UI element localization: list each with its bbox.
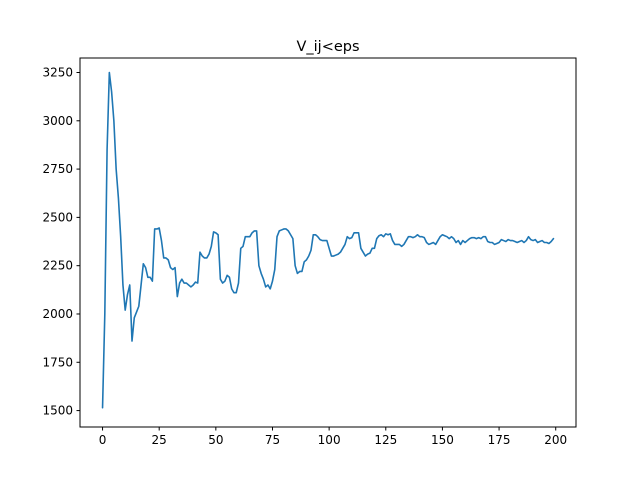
x-tick-label: 0 bbox=[99, 433, 107, 447]
x-tick-label: 75 bbox=[265, 433, 280, 447]
y-tick-label: 3250 bbox=[42, 65, 73, 79]
x-tick-label: 200 bbox=[544, 433, 567, 447]
x-tick-label: 150 bbox=[431, 433, 454, 447]
series-line-0 bbox=[101, 71, 555, 409]
x-tick-label: 175 bbox=[488, 433, 511, 447]
y-axis-ticks: 1500 1750 2000 2250 2500 2750 3000 3250 bbox=[42, 65, 80, 418]
y-tick-label: 2250 bbox=[42, 259, 73, 273]
y-tick-label: 1500 bbox=[42, 404, 73, 418]
x-tick-label: 25 bbox=[152, 433, 167, 447]
chart-title: V_ij<eps bbox=[296, 39, 359, 55]
y-tick-label: 1750 bbox=[42, 355, 73, 369]
y-tick-label: 3000 bbox=[42, 114, 73, 128]
y-tick-label: 2750 bbox=[42, 162, 73, 176]
y-tick-label: 2000 bbox=[42, 307, 73, 321]
y-tick-label: 2500 bbox=[42, 210, 73, 224]
plot-frame bbox=[79, 57, 577, 428]
x-tick-label: 50 bbox=[208, 433, 223, 447]
x-tick-label: 125 bbox=[374, 433, 397, 447]
x-tick-label: 100 bbox=[318, 433, 341, 447]
x-axis-ticks: 0 25 50 75 100 125 150 175 200 bbox=[99, 427, 567, 447]
